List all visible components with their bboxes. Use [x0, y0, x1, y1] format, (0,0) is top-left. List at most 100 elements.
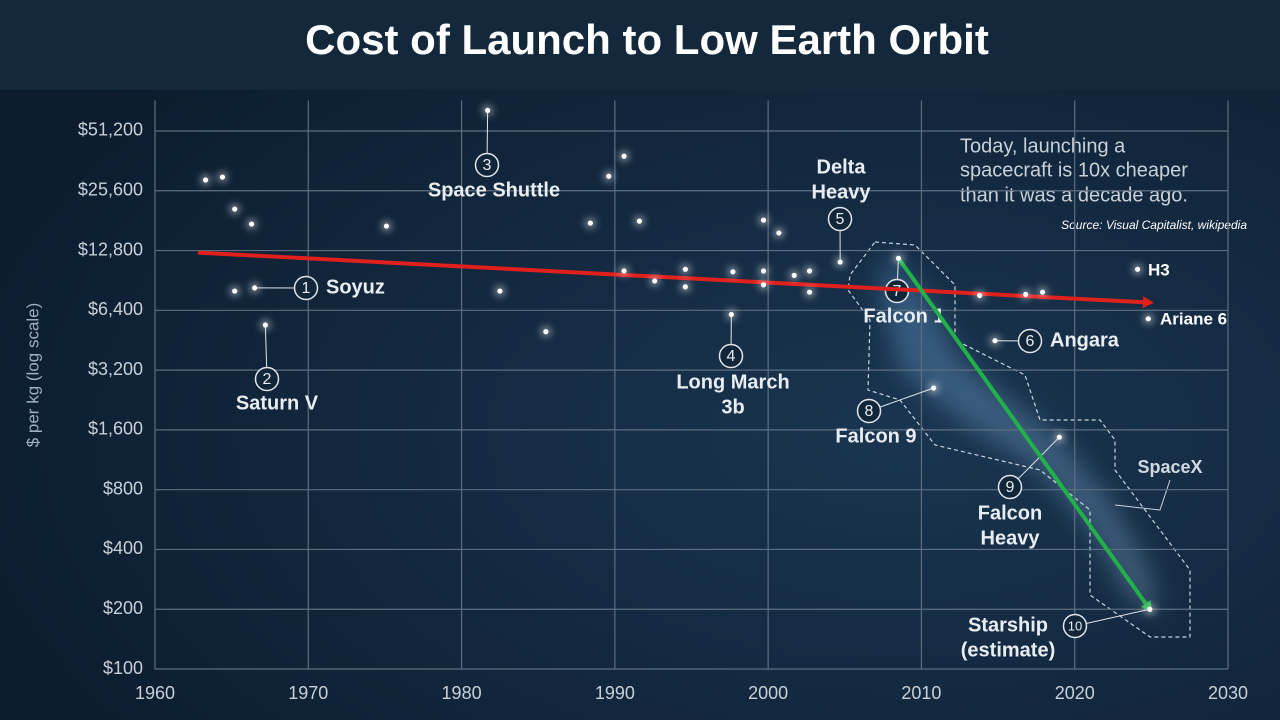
- point: [621, 153, 627, 159]
- y-tick-label: $400: [103, 538, 143, 558]
- region-label: SpaceX: [1137, 457, 1202, 477]
- point: [1134, 266, 1141, 272]
- annotation-label: Heavy: [812, 181, 872, 203]
- x-tick-label: 2030: [1208, 683, 1248, 703]
- y-tick-label: $3,200: [88, 359, 143, 379]
- annotation-number: 7: [893, 283, 902, 300]
- point: [806, 268, 813, 274]
- point: [606, 173, 612, 179]
- annotation-number: 6: [1026, 333, 1035, 350]
- x-tick-label: 1980: [442, 683, 482, 703]
- x-tick-label: 1960: [135, 683, 175, 703]
- annotation-label: Space Shuttle: [428, 179, 560, 201]
- y-axis-label: $ per kg (log scale): [23, 303, 42, 448]
- trend-line: [197, 250, 1150, 305]
- point: [652, 278, 658, 284]
- annotation-badge: [856, 398, 882, 424]
- point: [636, 218, 642, 224]
- point: [806, 289, 813, 295]
- point-label: Ariane 6: [1160, 309, 1227, 328]
- point: [682, 266, 688, 272]
- y-tick-label: $6,400: [88, 299, 143, 319]
- x-tick-label: 1990: [595, 683, 635, 703]
- point: [219, 174, 226, 180]
- annotation-number: 9: [1006, 479, 1015, 496]
- annotation-label: Delta: [817, 156, 867, 178]
- y-tick-label: $100: [103, 658, 143, 678]
- x-tick-label: 2020: [1055, 683, 1095, 703]
- point: [1023, 291, 1029, 297]
- annotation-badge: [1062, 613, 1088, 639]
- annotation-number: 8: [865, 403, 874, 420]
- y-tick-label: $800: [103, 478, 143, 498]
- point: [1056, 434, 1062, 440]
- point: [232, 288, 238, 294]
- point: [977, 292, 983, 299]
- point: [232, 206, 238, 212]
- annotation-number: 2: [263, 371, 272, 388]
- point: [587, 220, 593, 226]
- annotation-label: Falcon 9: [835, 425, 916, 447]
- point: [252, 285, 258, 291]
- trend-line: [896, 257, 1152, 611]
- annotation-badge: [997, 474, 1023, 500]
- annotation-leader: [1074, 608, 1150, 627]
- annotation-label: Starship: [968, 614, 1048, 636]
- x-tick-label: 1970: [288, 683, 328, 703]
- point: [202, 177, 209, 183]
- point: [728, 311, 734, 318]
- annotation-badge: [293, 275, 319, 301]
- point: [383, 223, 390, 229]
- point: [497, 288, 503, 294]
- annotation-label: Saturn V: [236, 392, 319, 414]
- y-tick-label: $51,200: [78, 120, 143, 140]
- trend-arrowhead: [1142, 296, 1154, 309]
- note-line: Today, launching a: [960, 135, 1126, 157]
- annotation-label: Falcon: [978, 502, 1042, 524]
- point: [760, 282, 767, 288]
- point: [931, 385, 937, 391]
- annotation-number: 5: [836, 211, 845, 228]
- annotation-label: Angara: [1050, 329, 1120, 351]
- point: [1145, 316, 1151, 322]
- point: [485, 107, 491, 114]
- y-tick-label: $1,600: [88, 419, 143, 439]
- annotation-number: 4: [727, 348, 736, 365]
- point: [730, 269, 736, 275]
- point: [262, 322, 268, 328]
- spacex-region: [847, 241, 1191, 638]
- point: [895, 255, 902, 261]
- point: [791, 272, 797, 278]
- annotation-label: (estimate): [961, 639, 1055, 661]
- annotation-number: 3: [483, 157, 492, 174]
- point-label: H3: [1148, 260, 1170, 279]
- title-band: [0, 0, 1280, 90]
- y-tick-label: $25,600: [78, 180, 143, 200]
- point: [248, 221, 255, 227]
- point: [1039, 289, 1046, 295]
- annotation-label: 3b: [721, 396, 744, 418]
- annotation-label: Falcon 1: [863, 305, 944, 327]
- x-tick-label: 2000: [748, 683, 788, 703]
- annotation-badge: [1017, 328, 1043, 354]
- annotation-label: Soyuz: [326, 276, 385, 298]
- annotation-badge: [718, 343, 744, 369]
- y-tick-label: $12,800: [78, 239, 143, 259]
- annotation-label: Long March: [676, 371, 789, 393]
- annotation-badge: [474, 152, 500, 178]
- point: [760, 268, 767, 274]
- point: [776, 230, 782, 236]
- source: Source: Visual Capitalist, wikipedia: [1061, 218, 1247, 232]
- x-tick-label: 2010: [901, 683, 941, 703]
- annotation-label: Heavy: [981, 527, 1041, 549]
- point: [682, 284, 688, 290]
- point: [992, 338, 998, 344]
- annotation-number: 1: [302, 280, 311, 297]
- point: [543, 329, 549, 335]
- point: [621, 268, 627, 274]
- point: [837, 259, 843, 265]
- point: [760, 217, 767, 223]
- chart-title: Cost of Launch to Low Earth Orbit: [305, 16, 989, 63]
